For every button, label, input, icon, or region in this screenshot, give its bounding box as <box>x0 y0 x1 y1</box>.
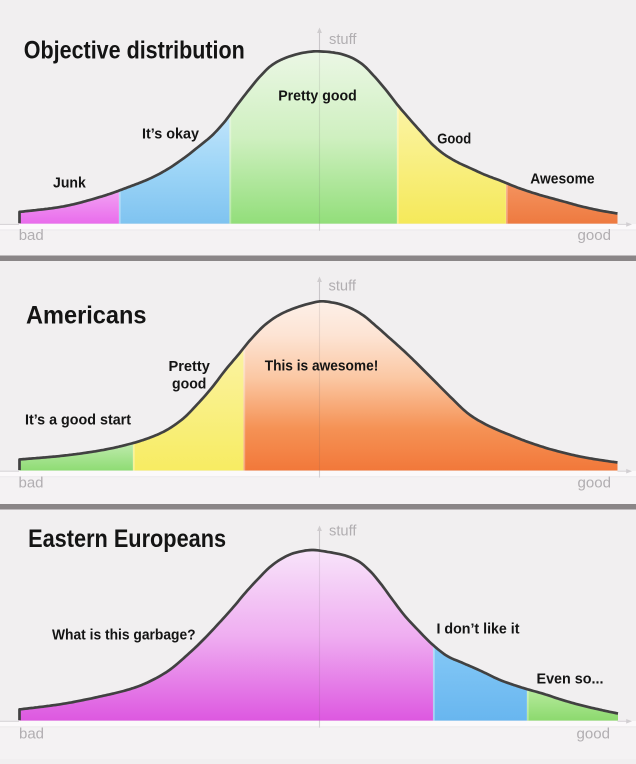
svg-text:Objective distribution: Objective distribution <box>24 37 245 65</box>
svg-text:Americans: Americans <box>26 301 147 329</box>
svg-text:good: good <box>578 475 612 492</box>
svg-text:stuff: stuff <box>329 523 357 540</box>
svg-text:Pretty good: Pretty good <box>278 88 357 104</box>
svg-text:good: good <box>578 227 612 244</box>
svg-text:Even so...: Even so... <box>537 672 604 688</box>
svg-text:stuff: stuff <box>329 278 357 295</box>
svg-text:stuff: stuff <box>329 31 357 48</box>
svg-text:This is awesome!: This is awesome! <box>265 358 379 374</box>
svg-text:bad: bad <box>19 475 44 492</box>
svg-text:Junk: Junk <box>53 176 87 192</box>
svg-text:Good: Good <box>437 132 471 148</box>
svg-text:It’s a good start: It’s a good start <box>25 413 131 429</box>
svg-text:Pretty: Pretty <box>169 359 211 375</box>
svg-text:good: good <box>172 377 206 393</box>
svg-text:What is this garbage?: What is this garbage? <box>52 628 196 644</box>
svg-text:I don’t like it: I don’t like it <box>437 622 520 638</box>
svg-text:good: good <box>577 725 611 742</box>
svg-text:It’s okay: It’s okay <box>142 127 200 143</box>
svg-text:bad: bad <box>19 227 44 244</box>
svg-text:Eastern Europeans: Eastern Europeans <box>28 525 226 553</box>
svg-text:bad: bad <box>19 725 44 742</box>
svg-text:Awesome: Awesome <box>530 172 594 188</box>
